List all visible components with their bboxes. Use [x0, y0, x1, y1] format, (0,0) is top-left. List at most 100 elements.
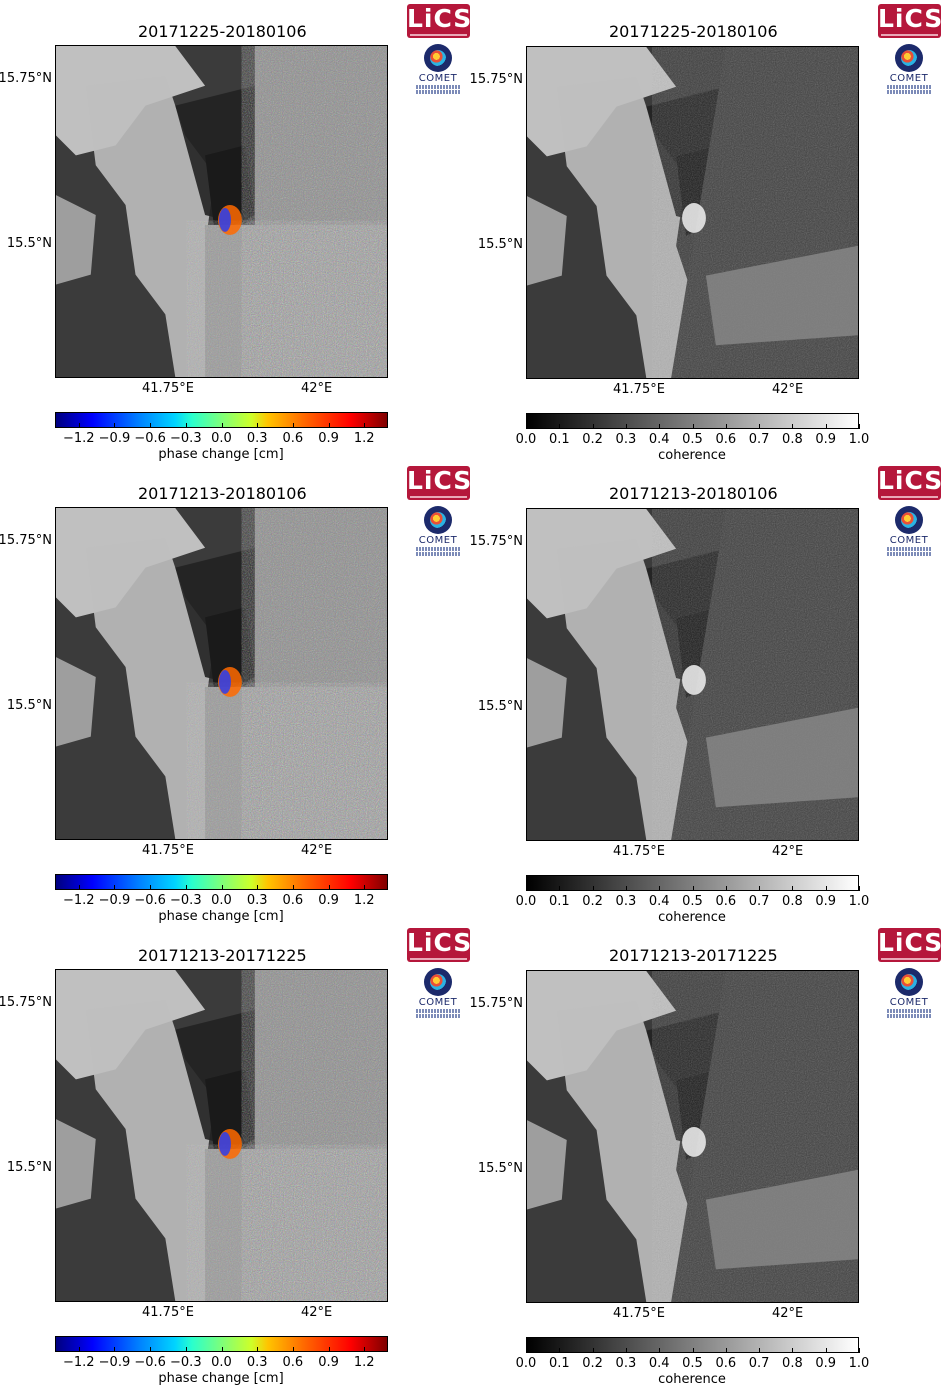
x-tick-label: 41.75°E: [613, 844, 665, 859]
colorbar-tick: [859, 1348, 860, 1353]
lics-logo: LiCS: [878, 928, 942, 962]
panel-title: 20171213-20171225: [138, 946, 307, 965]
colorbar-tick-label: 0.8: [782, 432, 803, 447]
lics-logo: LiCS: [407, 466, 473, 500]
colorbar-tick-label: 0.9: [318, 1355, 339, 1370]
colorbar-tick-label: −1.2: [62, 431, 95, 446]
coherence-map: [526, 508, 859, 841]
colorbar-tick-label: 0.6: [715, 432, 737, 447]
lics-logo-text: LiCS: [878, 466, 942, 495]
colorbar-tick-label: 0.2: [582, 1356, 603, 1371]
colorbar-tick: [559, 1348, 561, 1353]
colorbar-tick-label: 0.8: [782, 894, 803, 909]
colorbar-tick: [859, 424, 860, 429]
colorbar-tick-label: 0.9: [318, 893, 339, 908]
y-tick-label: 15.5°N: [6, 1160, 52, 1175]
panel-title: 20171213-20180106: [609, 484, 778, 503]
colorbar-tick-label: 0.0: [515, 432, 537, 447]
colorbar-tick-label: 0.3: [615, 894, 637, 909]
colorbar-tick: [725, 1348, 727, 1353]
x-tick-label: 41.75°E: [613, 382, 665, 397]
phase-map: [55, 45, 388, 378]
colorbar-tick-label: 0.9: [815, 432, 837, 447]
comet-logo-text: COMET: [889, 73, 929, 84]
comet-logo-text: COMET: [418, 535, 458, 546]
colorbar-tick: [859, 886, 860, 891]
comet-logo-text: COMET: [889, 997, 929, 1008]
colorbar-tick-label: 0.6: [715, 1356, 737, 1371]
y-tick-label: 15.5°N: [477, 1161, 523, 1176]
lics-logo: LiCS: [878, 4, 942, 38]
y-tick-label: 15.75°N: [0, 995, 52, 1010]
colorbar-tick: [759, 886, 761, 891]
colorbar-tick: [364, 1347, 366, 1352]
colorbar-tick: [725, 424, 727, 429]
colorbar-tick-label: −0.3: [170, 431, 202, 446]
panel-title: 20171213-20171225: [609, 946, 778, 965]
colorbar-tick: [78, 1347, 80, 1352]
colorbar-tick: [592, 1348, 594, 1353]
comet-logo: COMET: [883, 506, 935, 557]
comet-emblem-icon: [424, 506, 452, 534]
colorbar-tick-label: 1.2: [353, 431, 375, 446]
colorbar-tick: [692, 424, 694, 429]
x-tick-label: 41.75°E: [142, 1305, 194, 1320]
y-tick-label: 15.75°N: [469, 996, 523, 1011]
colorbar-tick: [257, 423, 259, 428]
y-tick-label: 15.5°N: [477, 237, 523, 252]
colorbar-tick: [78, 423, 80, 428]
y-tick-label: 15.5°N: [477, 699, 523, 714]
colorbar-tick: [292, 1347, 294, 1352]
colorbar-tick: [257, 885, 259, 890]
colorbar-tick: [825, 424, 827, 429]
colorbar-tick-label: 0.9: [318, 431, 339, 446]
colorbar-tick: [825, 886, 827, 891]
colorbar-tick-label: −0.9: [98, 431, 131, 446]
colorbar-tick-label: 0.8: [782, 1356, 803, 1371]
colorbar-tick-label: 0.4: [648, 1356, 670, 1371]
colorbar-tick: [328, 423, 330, 428]
colorbar-tick-label: 1.2: [353, 1355, 375, 1370]
lics-logo: LiCS: [878, 466, 942, 500]
lics-logo-text: LiCS: [878, 928, 942, 957]
colorbar-tick-label: 0.2: [582, 432, 603, 447]
colorbar-tick-label: 0.0: [515, 894, 537, 909]
comet-emblem-icon: [424, 44, 452, 72]
colorbar-tick: [625, 1348, 627, 1353]
panel-phase: 20171213-20171225 15.75°N 15.5°N 41.75°E 42°…: [0, 924, 471, 1386]
comet-emblem-icon: [424, 968, 452, 996]
panel-coherence: 20171213-20171225 15.75°N 15.5°N 41.75°E 42°…: [469, 924, 942, 1387]
colorbar-tick: [692, 886, 694, 891]
lics-logo: LiCS: [407, 4, 471, 38]
colorbar-tick-label: 1.2: [353, 893, 375, 908]
x-tick-label: 41.75°E: [613, 1306, 665, 1321]
colorbar-tick-label: 0.1: [548, 432, 570, 447]
colorbar-tick: [625, 886, 627, 891]
colorbar-tick: [221, 423, 223, 428]
colorbar-tick-label: 0.0: [211, 893, 232, 908]
colorbar-tick: [364, 885, 366, 890]
lics-logo-text: LiCS: [407, 466, 473, 495]
colorbar-tick-label: 0.3: [615, 432, 637, 447]
colorbar-tick: [792, 886, 794, 891]
colorbar-label: phase change [cm]: [158, 447, 284, 462]
colorbar-tick-label: 0.7: [748, 894, 770, 909]
colorbar-tick: [292, 885, 294, 890]
y-tick-label: 15.75°N: [0, 71, 52, 86]
comet-logo: COMET: [412, 968, 464, 1019]
colorbar-tick-label: 0.1: [548, 1356, 570, 1371]
colorbar-tick-label: 0.6: [282, 1355, 304, 1370]
colorbar-tick: [625, 424, 627, 429]
colorbar-tick: [659, 886, 661, 891]
panel-title: 20171213-20180106: [138, 484, 307, 503]
panel-phase: 20171213-20180106 15.75°N 15.5°N 41.75°E 42°…: [0, 462, 471, 924]
x-tick-label: 42°E: [772, 1306, 804, 1321]
panel-title: 20171225-20180106: [138, 22, 307, 41]
colorbar-tick-label: 1.0: [848, 894, 870, 909]
colorbar-tick-label: 0.3: [246, 893, 268, 908]
y-tick-label: 15.75°N: [469, 534, 523, 549]
y-tick-label: 15.75°N: [0, 533, 52, 548]
colorbar-tick: [114, 423, 116, 428]
colorbar-tick: [792, 1348, 794, 1353]
phase-map: [55, 969, 388, 1302]
